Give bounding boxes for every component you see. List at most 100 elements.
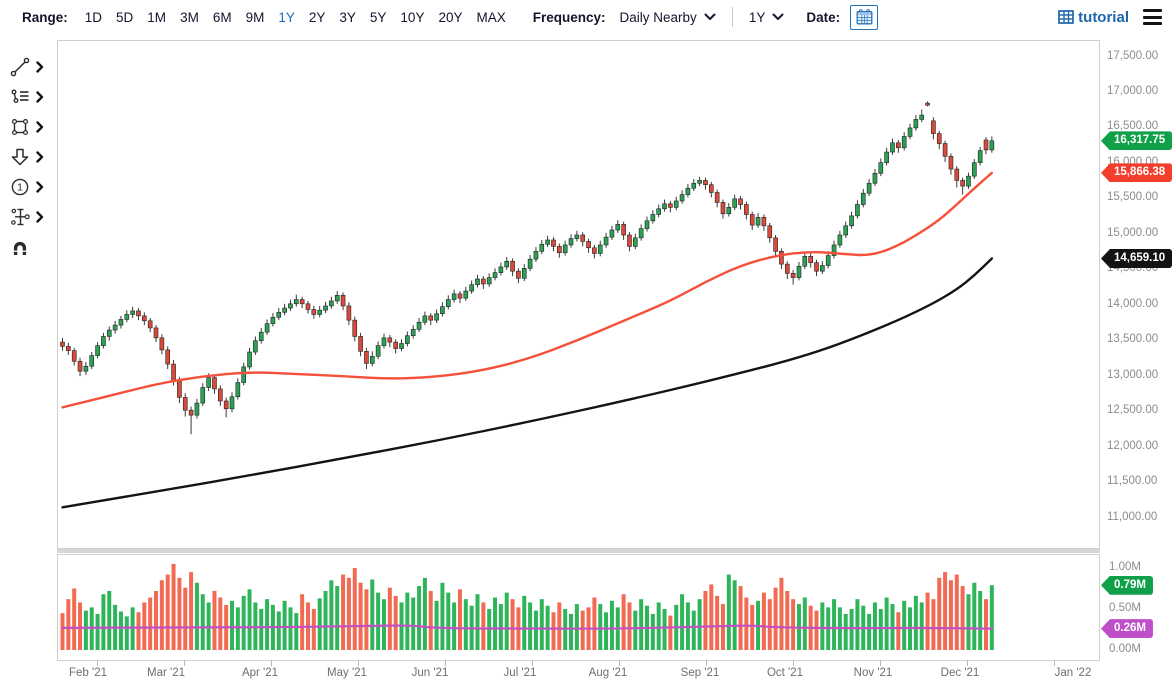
slow-ma-line [61, 257, 994, 509]
volume-bar [405, 592, 410, 650]
volume-bar [680, 594, 685, 650]
candle [936, 130, 942, 150]
candle [299, 296, 305, 309]
cycle-measure-tool[interactable] [8, 202, 54, 232]
candle [784, 261, 790, 279]
volume-bar [656, 602, 661, 650]
volume-bar [609, 600, 614, 650]
time-axis-tick [97, 660, 98, 666]
range-option-3m[interactable]: 3M [180, 9, 199, 25]
grid-table-icon [1058, 10, 1075, 24]
magnet-snap-tool[interactable] [8, 232, 54, 262]
range-option-1y[interactable]: 1Y [278, 9, 295, 25]
time-axis-label: Nov '21 [853, 667, 893, 679]
volume-bar [189, 572, 194, 650]
range-option-max[interactable]: MAX [476, 9, 506, 25]
candle [492, 268, 498, 281]
candle [627, 232, 632, 252]
shape-tool[interactable] [8, 112, 54, 142]
candle [358, 332, 363, 357]
chevron-right-icon [36, 121, 44, 133]
range-option-5y[interactable]: 5Y [369, 9, 387, 25]
volume-bar [931, 599, 936, 650]
candle [182, 393, 188, 417]
candle [159, 334, 165, 355]
price-axis-label: 15,000.00 [1107, 226, 1159, 239]
range-option-5d[interactable]: 5D [116, 9, 134, 25]
candle [142, 312, 147, 326]
candle [668, 200, 673, 213]
candle [153, 325, 159, 343]
brand-logo[interactable]: tutorial [1058, 9, 1129, 26]
hamburger-menu-icon[interactable] [1143, 8, 1162, 27]
candle [276, 308, 282, 321]
volume-bar [943, 572, 948, 650]
candle [147, 317, 153, 333]
candle [475, 274, 480, 288]
chevron-right-icon [36, 61, 44, 73]
candle [860, 188, 866, 208]
candle [136, 308, 141, 321]
volume-bar [206, 602, 211, 650]
range-option-10y[interactable]: 10Y [400, 9, 425, 25]
range-option-20y[interactable]: 20Y [438, 9, 463, 25]
arrow-marker-tool[interactable] [8, 142, 54, 172]
volume-bar [83, 610, 88, 650]
volume-bar [715, 595, 720, 650]
range-option-3y[interactable]: 3Y [339, 9, 356, 25]
volume-badge: 0.26M [1101, 619, 1153, 639]
volume-bar [352, 568, 357, 650]
price-axis-label: 15,500.00 [1107, 191, 1159, 204]
range-option-2y[interactable]: 2Y [308, 9, 326, 25]
candle [907, 123, 913, 140]
volume-bar [148, 597, 153, 650]
range-option-1m[interactable]: 1M [147, 9, 167, 25]
numbered-label-tool[interactable]: 1 [8, 172, 54, 202]
volume-bar [773, 587, 778, 650]
volume-bar [867, 613, 872, 650]
svg-text:1: 1 [17, 182, 23, 194]
candle [539, 239, 545, 255]
time-axis-label: Jul '21 [503, 667, 537, 679]
time-axis-tick [880, 660, 881, 666]
trend-line-icon [8, 55, 32, 79]
candle [194, 398, 200, 419]
candle [919, 109, 925, 123]
candle [749, 211, 755, 231]
volume-bar [621, 594, 626, 650]
candle [633, 233, 638, 250]
volume-bar [551, 612, 556, 650]
price-badge: 15,866.38 [1101, 163, 1173, 183]
volume-bar [440, 582, 445, 650]
annotation-list-icon [8, 85, 32, 109]
volume-bar [452, 602, 457, 650]
candle [66, 342, 71, 355]
range-option-6m[interactable]: 6M [212, 9, 232, 25]
candle [83, 361, 89, 375]
trend-line-tool[interactable] [8, 52, 54, 82]
volume-bar [662, 609, 667, 650]
period-dropdown[interactable]: 1Y [745, 10, 789, 25]
calendar-button[interactable] [850, 4, 879, 30]
candle [568, 234, 574, 248]
candle [317, 305, 322, 318]
volume-bar [849, 609, 854, 650]
frequency-dropdown[interactable]: Daily Nearby [616, 10, 720, 25]
volume-bar [832, 599, 837, 650]
volume-bar [159, 580, 164, 650]
candle [340, 292, 346, 311]
volume-bar [533, 610, 538, 650]
candle [557, 243, 562, 258]
candle [381, 333, 387, 349]
volume-ma-line [61, 624, 993, 630]
volume-bar [557, 602, 562, 650]
range-option-9m[interactable]: 9M [245, 9, 265, 25]
candle [101, 332, 106, 349]
panel-divider[interactable] [57, 549, 1100, 553]
annotation-tool[interactable] [8, 82, 54, 112]
volume-bar [984, 599, 989, 650]
volume-bar [703, 590, 708, 650]
range-option-1d[interactable]: 1D [84, 9, 103, 25]
volume-bar [323, 590, 328, 650]
